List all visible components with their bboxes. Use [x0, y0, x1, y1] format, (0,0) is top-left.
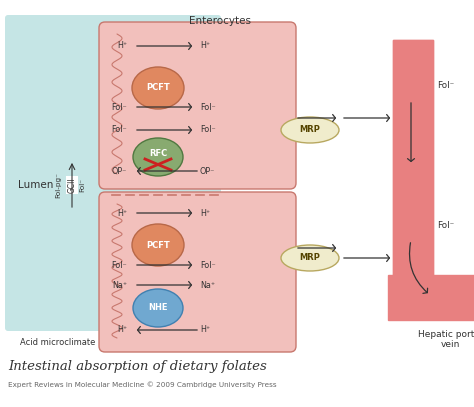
Text: Fol⁻: Fol⁻ [111, 125, 127, 134]
Text: H⁺: H⁺ [200, 326, 210, 335]
Text: Na⁺: Na⁺ [112, 280, 127, 289]
Polygon shape [393, 40, 433, 275]
FancyBboxPatch shape [99, 22, 296, 189]
Text: H⁺: H⁺ [200, 42, 210, 50]
PathPatch shape [388, 275, 433, 320]
Text: RFC: RFC [149, 149, 167, 158]
Text: MRP: MRP [300, 254, 320, 263]
Text: H⁺: H⁺ [117, 42, 127, 50]
Text: Na⁺: Na⁺ [200, 280, 215, 289]
Text: Hepatic portal
vein: Hepatic portal vein [418, 330, 474, 349]
Text: H⁺: H⁺ [200, 208, 210, 217]
Text: Acid microclimate: Acid microclimate [20, 338, 95, 347]
Text: Fol⁻: Fol⁻ [200, 260, 216, 269]
FancyBboxPatch shape [5, 15, 221, 331]
Text: Fol⁻: Fol⁻ [200, 125, 216, 134]
Text: Fol⁻: Fol⁻ [111, 103, 127, 112]
Text: GCII: GCII [67, 177, 76, 193]
Text: Fol⁻: Fol⁻ [437, 81, 454, 90]
Text: Expert Reviews in Molecular Medicine © 2009 Cambridge University Press: Expert Reviews in Molecular Medicine © 2… [8, 381, 277, 388]
Text: PCFT: PCFT [146, 241, 170, 249]
Text: Enterocytes: Enterocytes [189, 16, 251, 26]
Text: Fol⁻: Fol⁻ [111, 260, 127, 269]
Ellipse shape [132, 224, 184, 266]
Text: OP⁻: OP⁻ [111, 166, 127, 175]
Ellipse shape [132, 67, 184, 109]
Text: Fol⁻: Fol⁻ [200, 103, 216, 112]
Ellipse shape [133, 138, 183, 176]
Text: PCFT: PCFT [146, 83, 170, 92]
Text: H⁺: H⁺ [117, 208, 127, 217]
Ellipse shape [281, 245, 339, 271]
Text: Intestinal absorption of dietary folates: Intestinal absorption of dietary folates [8, 360, 267, 373]
Text: Fol-pg⁻: Fol-pg⁻ [55, 172, 61, 198]
Text: Lumen: Lumen [18, 180, 54, 190]
FancyBboxPatch shape [99, 192, 296, 352]
Text: Fol⁻: Fol⁻ [437, 221, 454, 230]
Ellipse shape [133, 289, 183, 327]
Text: H⁺: H⁺ [117, 326, 127, 335]
Text: OP⁻: OP⁻ [200, 166, 215, 175]
Ellipse shape [281, 117, 339, 143]
Polygon shape [388, 275, 474, 320]
Text: Fol⁻: Fol⁻ [79, 178, 85, 192]
FancyBboxPatch shape [393, 40, 433, 270]
Text: NHE: NHE [148, 304, 168, 313]
Text: MRP: MRP [300, 125, 320, 134]
